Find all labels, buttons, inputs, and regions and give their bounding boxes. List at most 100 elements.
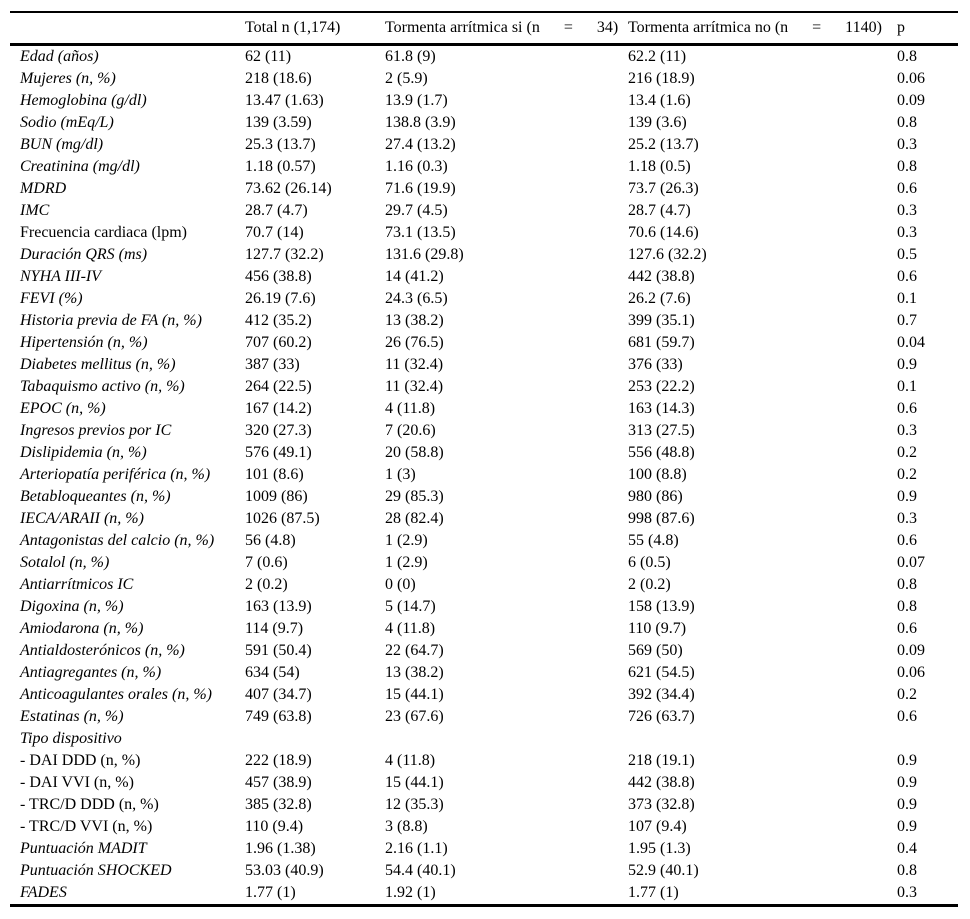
- cell-storm-yes: 23 (67.6): [385, 708, 444, 725]
- cell-p-value: 0.9: [897, 774, 917, 791]
- header-row: Total n (1,174) Tormenta arrítmica si (n…: [10, 12, 958, 46]
- cell-storm-yes: 14 (41.2): [385, 268, 444, 285]
- row-label: IMC: [20, 202, 50, 219]
- row-label: Hipertensión (n, %): [20, 334, 148, 351]
- table-row: Sodio (mEq/L) 139 (3.59) 138.8 (3.9) 139…: [10, 112, 958, 134]
- cell-storm-yes: 12 (35.3): [385, 796, 444, 813]
- cell-total: 591 (50.4): [245, 642, 312, 659]
- cell-p-value: 0.8: [897, 862, 917, 879]
- cell-storm-yes: 13 (38.2): [385, 312, 444, 329]
- header-p-value: p: [897, 12, 958, 46]
- cell-total: 127.7 (32.2): [245, 246, 324, 263]
- cell-storm-no: 73.7 (26.3): [628, 180, 699, 197]
- cell-total: 70.7 (14): [245, 224, 304, 241]
- cell-p-value: 0.09: [897, 642, 925, 659]
- cell-storm-no: 253 (22.2): [628, 378, 695, 395]
- cell-p-value: 0.6: [897, 620, 917, 637]
- cell-total: 73.62 (26.14): [245, 180, 332, 197]
- row-label: - DAI VVI (n, %): [20, 774, 134, 791]
- table-row: EPOC (n, %) 167 (14.2) 4 (11.8) 163 (14.…: [10, 398, 958, 420]
- table-row: Hipertensión (n, %) 707 (60.2) 26 (76.5)…: [10, 332, 958, 354]
- table-row: Tipo dispositivo: [10, 728, 958, 750]
- cell-storm-no: 218 (19.1): [628, 752, 695, 769]
- cell-storm-no: 376 (33): [628, 356, 683, 373]
- row-label: Puntuación MADIT: [20, 840, 147, 857]
- cell-storm-no: [628, 728, 897, 750]
- table-row: Amiodarona (n, %) 114 (9.7) 4 (11.8) 110…: [10, 618, 958, 640]
- cell-storm-yes: 54.4 (40.1): [385, 862, 456, 879]
- cell-storm-yes: 1.92 (1): [385, 884, 436, 901]
- cell-storm-no: 139 (3.6): [628, 114, 687, 131]
- cell-p-value: 0.9: [897, 752, 917, 769]
- table-row: Arteriopatía periférica (n, %) 101 (8.6)…: [10, 464, 958, 486]
- cell-storm-yes: 0 (0): [385, 576, 416, 593]
- cell-p-value: 0.6: [897, 708, 917, 725]
- cell-storm-no: 373 (32.8): [628, 796, 695, 813]
- table-row: Historia previa de FA (n, %) 412 (35.2) …: [10, 310, 958, 332]
- cell-storm-no: 2 (0.2): [628, 576, 671, 593]
- cell-p-value: 0.4: [897, 840, 917, 857]
- cell-total: 139 (3.59): [245, 114, 312, 131]
- cell-p-value: 0.8: [897, 158, 917, 175]
- table-row: Edad (años) 62 (11) 61.8 (9) 62.2 (11) 0…: [10, 45, 958, 69]
- cell-storm-yes: 26 (76.5): [385, 334, 444, 351]
- table-row: Ingresos previos por IC 320 (27.3) 7 (20…: [10, 420, 958, 442]
- cell-total: 634 (54): [245, 664, 300, 681]
- table-row: Duración QRS (ms) 127.7 (32.2) 131.6 (29…: [10, 244, 958, 266]
- table-row: Antagonistas del calcio (n, %) 56 (4.8) …: [10, 530, 958, 552]
- table-row: MDRD 73.62 (26.14) 71.6 (19.9) 73.7 (26.…: [10, 178, 958, 200]
- header-storm-yes: Tormenta arrítmica si (n = 34): [385, 12, 628, 46]
- cell-p-value: 0.1: [897, 378, 917, 395]
- cell-total: 456 (38.8): [245, 268, 312, 285]
- cell-p-value: 0.9: [897, 356, 917, 373]
- cell-storm-no: 6 (0.5): [628, 554, 671, 571]
- cell-total: 56 (4.8): [245, 532, 296, 549]
- cell-p-value: 0.9: [897, 796, 917, 813]
- row-label: Diabetes mellitus (n, %): [20, 356, 176, 373]
- cell-p-value: 0.07: [897, 554, 925, 571]
- table-row: Antiarrítmicos IC 2 (0.2) 0 (0) 2 (0.2) …: [10, 574, 958, 596]
- cell-p-value: 0.06: [897, 70, 925, 87]
- cell-storm-yes: 22 (64.7): [385, 642, 444, 659]
- cell-storm-yes: 2.16 (1.1): [385, 840, 448, 857]
- cell-total: 264 (22.5): [245, 378, 312, 395]
- cell-p-value: 0.3: [897, 202, 917, 219]
- row-label: Antagonistas del calcio (n, %): [20, 532, 215, 549]
- cell-p-value: 0.3: [897, 224, 917, 241]
- row-label: Amiodarona (n, %): [20, 620, 144, 637]
- cell-total: 7 (0.6): [245, 554, 288, 571]
- row-label: Edad (años): [20, 48, 99, 65]
- table-row: Hemoglobina (g/dl) 13.47 (1.63) 13.9 (1.…: [10, 90, 958, 112]
- cell-storm-no: 13.4 (1.6): [628, 92, 691, 109]
- cell-storm-no: 569 (50): [628, 642, 683, 659]
- table-row: IECA/ARAII (n, %) 1026 (87.5) 28 (82.4) …: [10, 508, 958, 530]
- row-label: FADES: [20, 884, 67, 901]
- table-row: Dislipidemia (n, %) 576 (49.1) 20 (58.8)…: [10, 442, 958, 464]
- cell-p-value: 0.6: [897, 400, 917, 417]
- table-row: Puntuación MADIT 1.96 (1.38) 2.16 (1.1) …: [10, 838, 958, 860]
- table-row: Diabetes mellitus (n, %) 387 (33) 11 (32…: [10, 354, 958, 376]
- cell-storm-no: 110 (9.7): [628, 620, 687, 637]
- cell-total: 101 (8.6): [245, 466, 304, 483]
- cell-p-value: 0.2: [897, 444, 917, 461]
- cell-total: 387 (33): [245, 356, 300, 373]
- cell-storm-no: 313 (27.5): [628, 422, 695, 439]
- row-label: Digoxina (n, %): [20, 598, 124, 615]
- cell-total: 576 (49.1): [245, 444, 312, 461]
- table-row: Frecuencia cardiaca (lpm) 70.7 (14) 73.1…: [10, 222, 958, 244]
- cell-storm-yes: 13 (38.2): [385, 664, 444, 681]
- cell-storm-yes: 3 (8.8): [385, 818, 428, 835]
- cell-p-value: 0.9: [897, 488, 917, 505]
- table-row: Mujeres (n, %) 218 (18.6) 2 (5.9) 216 (1…: [10, 68, 958, 90]
- row-label: Duración QRS (ms): [20, 246, 148, 263]
- table-row: - TRC/D DDD (n, %) 385 (32.8) 12 (35.3) …: [10, 794, 958, 816]
- cell-storm-no: 100 (8.8): [628, 466, 687, 483]
- cell-storm-no: 399 (35.1): [628, 312, 695, 329]
- cell-storm-yes: 20 (58.8): [385, 444, 444, 461]
- cell-p-value: 0.9: [897, 818, 917, 835]
- cell-total: 707 (60.2): [245, 334, 312, 351]
- cell-total: 218 (18.6): [245, 70, 312, 87]
- cell-storm-yes: 1 (3): [385, 466, 416, 483]
- table-body: Edad (años) 62 (11) 61.8 (9) 62.2 (11) 0…: [10, 45, 958, 906]
